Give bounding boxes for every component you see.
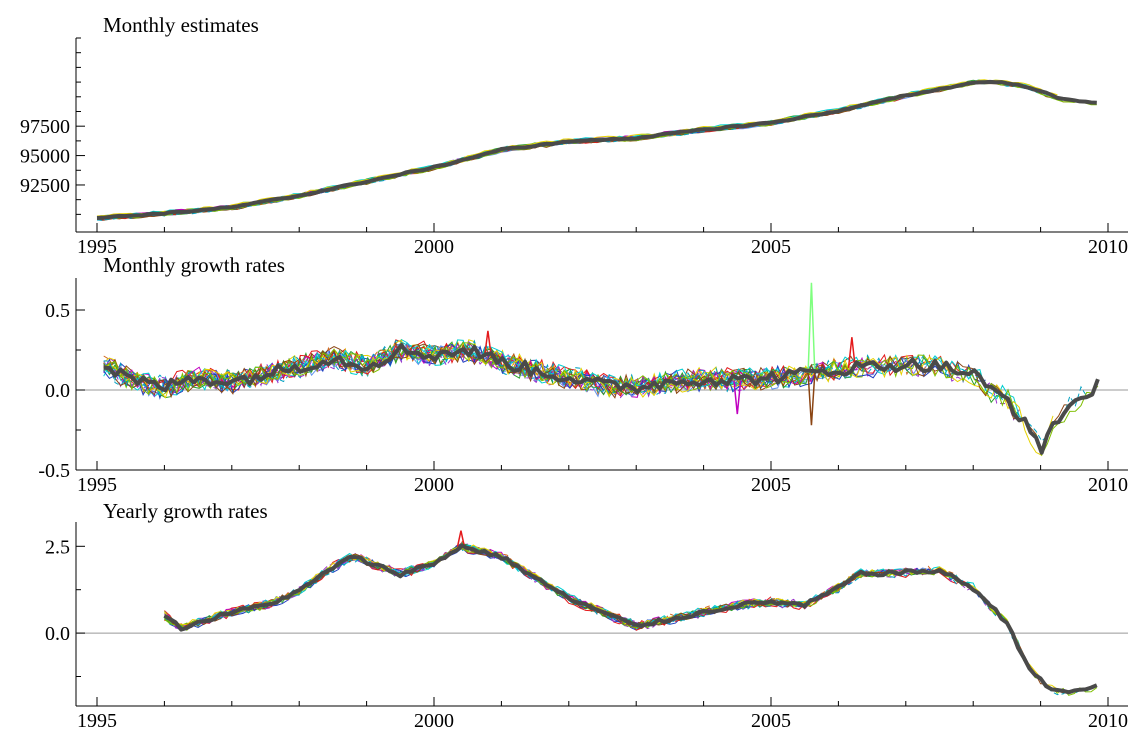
series-line [164, 542, 890, 629]
series-line [96, 91, 923, 218]
series-line [163, 544, 1041, 679]
series-line [96, 93, 906, 219]
final-series-line [96, 79, 1097, 220]
y-tick-label: 2.5 [45, 536, 70, 558]
series-line [163, 547, 788, 632]
panel-title: Monthly estimates [103, 13, 259, 37]
series-group [163, 530, 1098, 696]
x-tick-label: 2005 [751, 710, 791, 732]
panel-2: Monthly growth rates 1995 2000 2005 2010 -0.5… [38, 253, 1128, 496]
x-tick-label: 2000 [414, 474, 454, 496]
series-line [96, 79, 1041, 217]
series-line [103, 343, 1070, 454]
series-line [164, 543, 991, 630]
series-line [96, 81, 1092, 221]
series-group [103, 282, 1100, 457]
panel-title: Monthly growth rates [103, 253, 285, 277]
series-line [96, 79, 1058, 217]
x-tick-label: 2005 [751, 474, 791, 496]
series-line [103, 342, 970, 397]
series-spike [456, 530, 466, 547]
panel-title: Yearly growth rates [103, 499, 268, 523]
series-line [164, 547, 1025, 660]
series-line [164, 540, 957, 629]
series-line [103, 342, 1099, 457]
series-line [96, 98, 889, 218]
series-line [163, 544, 856, 629]
series-line [97, 79, 1007, 218]
y-tick-label: 95000 [20, 146, 70, 168]
series-line [164, 544, 974, 632]
series-line [96, 83, 1075, 221]
series-spike [483, 330, 493, 357]
x-tick-label: 1995 [77, 236, 117, 258]
series-spike [847, 337, 856, 369]
x-tick-label: 2000 [414, 236, 454, 258]
x-tick-label: 2000 [414, 710, 454, 732]
y-tick-label: 92500 [20, 175, 70, 197]
series-line [164, 545, 805, 629]
panel-3: Yearly growth rates 1995 2000 2005 2010 0.0 2.… [45, 499, 1128, 732]
series-line [96, 85, 957, 220]
series-line [164, 542, 907, 629]
final-series-line [103, 343, 1100, 455]
x-tick-label: 2005 [751, 236, 791, 258]
x-tick-label: 2010 [1088, 474, 1128, 496]
x-tick-label: 1995 [77, 474, 117, 496]
x-tick-label: 2010 [1088, 236, 1128, 258]
x-tick-label: 1995 [77, 710, 117, 732]
series-spike [733, 380, 742, 415]
series-line [96, 82, 1097, 220]
series-line [97, 90, 940, 221]
series-line [96, 83, 974, 221]
series-spike [807, 372, 816, 426]
series-line [103, 339, 1054, 457]
y-tick-label: -0.5 [38, 460, 70, 482]
series-line [164, 544, 873, 630]
series-line [164, 543, 1008, 630]
series-group [96, 79, 1097, 221]
y-tick-label: 0.5 [45, 300, 70, 322]
y-tick-label: 0.0 [45, 623, 70, 645]
x-tick-label: 2010 [1088, 710, 1128, 732]
series-line [96, 82, 991, 220]
y-tick-label: 97500 [20, 116, 70, 138]
y-tick-label: 0.0 [45, 380, 70, 402]
series-spike [807, 282, 816, 374]
final-series-line [163, 543, 1098, 695]
panel-1: Monthly estimates 1995 2000 2005 2010 92500 95… [20, 13, 1128, 258]
